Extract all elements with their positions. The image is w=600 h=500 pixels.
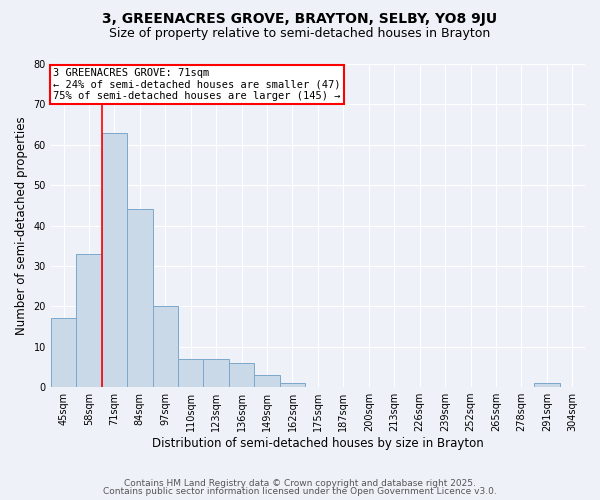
Bar	[101, 132, 127, 387]
Bar	[280, 383, 305, 387]
Bar	[534, 383, 560, 387]
Bar	[51, 318, 76, 387]
Bar	[127, 210, 152, 387]
Bar	[76, 254, 101, 387]
Text: 3 GREENACRES GROVE: 71sqm
← 24% of semi-detached houses are smaller (47)
75% of : 3 GREENACRES GROVE: 71sqm ← 24% of semi-…	[53, 68, 341, 101]
Bar	[178, 359, 203, 387]
Text: Size of property relative to semi-detached houses in Brayton: Size of property relative to semi-detach…	[109, 28, 491, 40]
Bar	[203, 359, 229, 387]
X-axis label: Distribution of semi-detached houses by size in Brayton: Distribution of semi-detached houses by …	[152, 437, 484, 450]
Text: Contains HM Land Registry data © Crown copyright and database right 2025.: Contains HM Land Registry data © Crown c…	[124, 478, 476, 488]
Bar	[152, 306, 178, 387]
Bar	[254, 375, 280, 387]
Y-axis label: Number of semi-detached properties: Number of semi-detached properties	[15, 116, 28, 335]
Text: Contains public sector information licensed under the Open Government Licence v3: Contains public sector information licen…	[103, 487, 497, 496]
Bar	[229, 363, 254, 387]
Text: 3, GREENACRES GROVE, BRAYTON, SELBY, YO8 9JU: 3, GREENACRES GROVE, BRAYTON, SELBY, YO8…	[103, 12, 497, 26]
